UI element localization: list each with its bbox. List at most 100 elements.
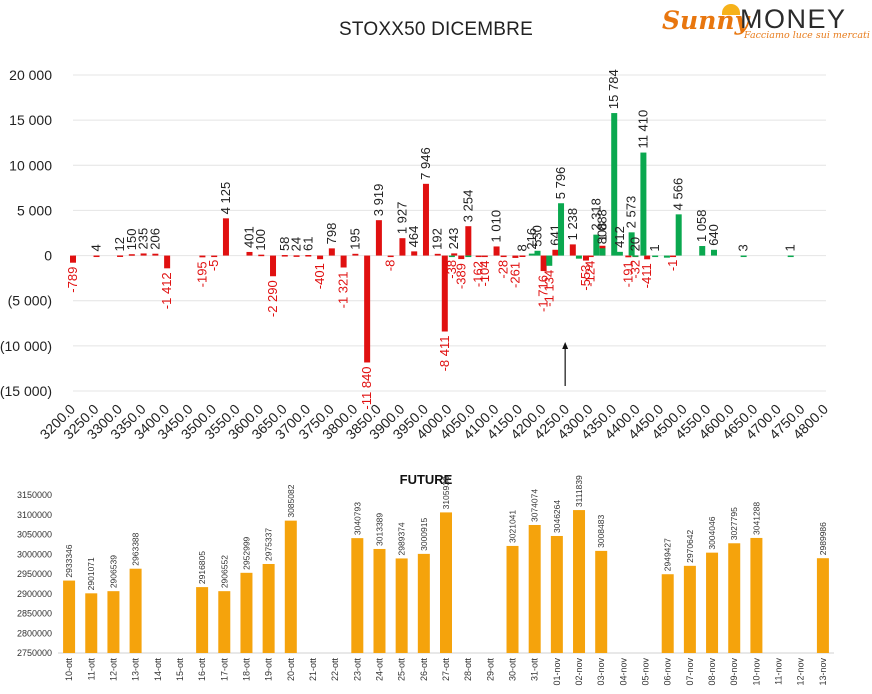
y-tick-label: 3000000 [17,549,52,559]
bar [587,255,594,258]
x-tick-label: 07-nov [685,658,695,686]
data-label: 195 [347,228,362,250]
x-tick-label: 11-nov [774,658,784,685]
bar [440,512,452,653]
bar [364,255,371,363]
bar [640,152,647,256]
data-label: 206 [147,228,162,250]
bar [683,565,696,653]
bar [281,255,288,257]
data-label: -2 290 [265,280,280,317]
data-label: 1 238 [565,208,580,241]
bar [787,255,794,258]
data-label: 2975337 [264,528,274,561]
x-tick-label: 06-nov [663,658,673,686]
data-label: 2906539 [108,555,118,588]
data-label: 1 [647,244,662,251]
bar [500,255,507,258]
bar [652,255,659,258]
data-label: 798 [324,223,339,245]
data-label: 412 [612,226,627,248]
data-label: 1 010 [489,210,504,243]
bar [129,568,142,653]
bar [519,255,526,257]
data-label: 3008483 [596,515,606,548]
bar [417,553,430,653]
x-tick-label: 02-nov [574,658,584,686]
bar [317,255,324,260]
bar [506,545,519,653]
data-label: 3074074 [530,489,540,522]
logo-tagline: Facciamo luce sui mercati [744,30,870,41]
bar [816,558,829,653]
bar [128,254,135,256]
bar [63,580,76,653]
bar [546,255,553,266]
data-label: 7 946 [418,147,433,180]
data-label: -104 [477,261,492,287]
y-tick-label: (10 000) [0,338,52,354]
data-label: 2952999 [241,536,251,569]
data-label: 1 [783,244,798,251]
bar [262,563,275,653]
bar [395,558,408,653]
bar [458,255,465,260]
data-label: 3021041 [508,510,518,543]
y-tick-label: 3150000 [17,490,52,500]
bar [85,593,98,653]
x-tick-label: 31-ott [530,658,540,682]
data-label: -5 [206,260,221,272]
data-label: 2970642 [685,529,695,562]
sun-icon [722,4,740,15]
bar [481,255,488,258]
bar [399,238,406,256]
x-tick-label: 16-ott [197,658,207,682]
bar [663,255,670,258]
data-label: -195 [194,261,209,287]
data-label: 3041288 [751,502,761,535]
x-tick-label: 25-ott [397,658,407,682]
bar [599,248,606,256]
data-label: 1 088 [594,209,609,242]
x-tick-label: 05-nov [641,658,651,686]
data-label: 2 318 [588,198,603,231]
data-label: 3 [736,244,751,251]
bar [534,250,541,256]
x-tick-label: 03-nov [596,658,606,686]
bar [540,255,547,272]
bar [670,255,677,258]
bar [107,591,120,653]
x-tick-label: 09-nov [729,658,739,686]
data-label: 5 796 [553,167,568,200]
bar [740,255,747,258]
data-label: 464 [406,226,421,248]
x-tick-label: 10-nov [751,658,761,686]
x-tick-label: 21-ott [308,658,318,682]
data-label: 3040793 [352,502,362,535]
y-tick-label: (5 000) [8,293,52,309]
data-label: 8 [514,244,529,251]
bar [164,255,171,269]
data-label: 3 919 [371,184,386,217]
data-label: 3004046 [707,516,717,549]
data-label: 4 125 [218,182,233,215]
bar [625,255,632,258]
bar [465,255,472,258]
x-tick-label: 08-nov [707,658,717,686]
x-tick-label: 14-ott [153,658,163,682]
future-chart-title: FUTURE [399,472,453,487]
bar [611,113,618,256]
data-label: 235 [136,228,151,250]
x-tick-label: 23-ott [352,658,362,682]
y-tick-label: 3050000 [17,530,52,540]
bar [750,537,763,653]
y-tick-label: 0 [44,248,52,264]
data-label: -389 [453,263,468,289]
data-label: -1 134 [541,270,556,307]
data-label: -401 [312,263,327,289]
bar [222,218,229,256]
data-label: 11 410 [635,110,650,149]
data-label: 3 254 [460,190,475,223]
data-label: -411 [639,263,654,288]
bar [305,255,312,257]
